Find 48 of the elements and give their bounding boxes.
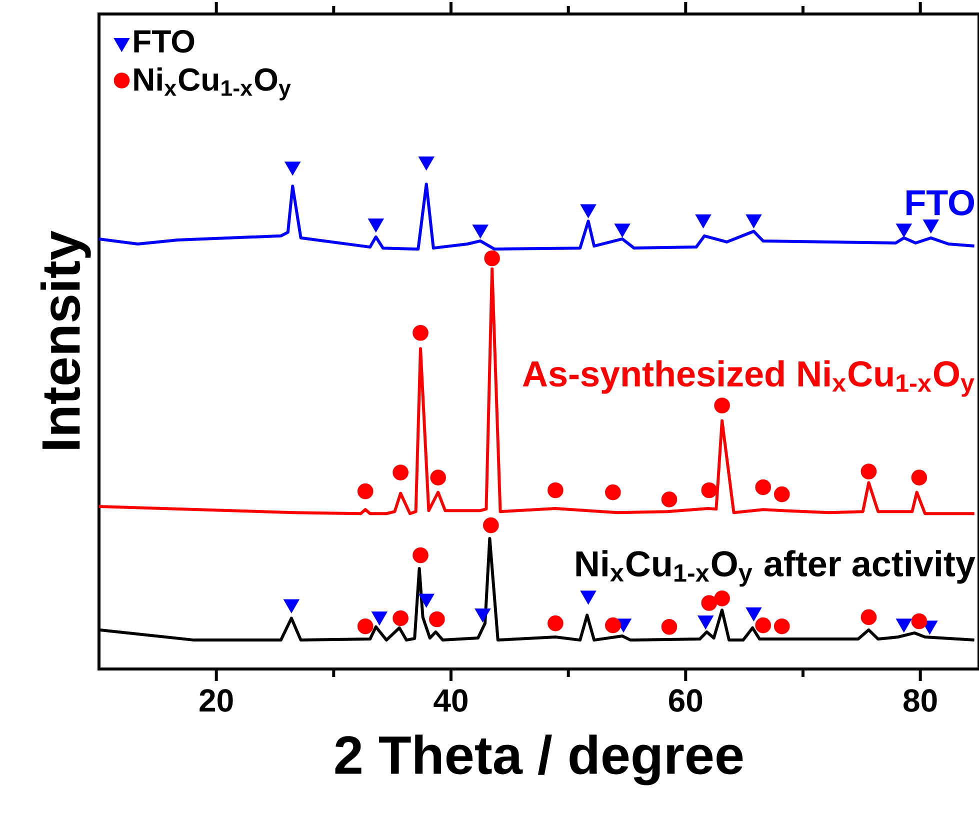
point [482, 517, 499, 534]
point [911, 613, 928, 630]
point [430, 470, 446, 486]
point [746, 214, 761, 228]
point [419, 156, 434, 170]
point [860, 464, 877, 480]
point [696, 214, 710, 228]
point [714, 590, 730, 606]
point [548, 482, 564, 498]
point [911, 470, 928, 486]
point [755, 479, 771, 496]
point [860, 609, 877, 626]
point [357, 618, 374, 634]
point [473, 224, 488, 238]
point [615, 224, 630, 236]
point [714, 398, 730, 414]
point [581, 204, 596, 217]
x-axis-title: 2 Theta / degree [335, 734, 743, 786]
point [484, 250, 500, 266]
point [392, 464, 408, 480]
point [357, 483, 374, 500]
point [412, 324, 428, 341]
point [368, 218, 383, 232]
series-label: As-synthesized Ni$_{x}$Cu$_{1-x}$O$_{y}$ [522, 360, 974, 397]
point [661, 618, 678, 635]
legend-label: FTO [134, 30, 194, 53]
point [429, 611, 445, 628]
x-tick-label: 80 [904, 689, 937, 712]
point [286, 162, 300, 174]
x-tick-label: 20 [200, 689, 233, 712]
series-label: Ni$_{x}$Cu$_{1-x}$O$_{y}$ after activity [576, 550, 976, 587]
point [605, 617, 621, 634]
point [774, 486, 790, 502]
x-tick-label: 40 [434, 689, 468, 712]
point [701, 595, 718, 611]
point [412, 547, 428, 564]
point [701, 482, 718, 498]
point [548, 615, 564, 632]
point [774, 618, 790, 634]
point [392, 610, 408, 626]
x-tick-label: 60 [669, 689, 702, 712]
point [755, 617, 771, 634]
point [896, 224, 911, 236]
point [661, 492, 678, 508]
y-axis-title: Intensity [40, 230, 91, 449]
point [605, 484, 621, 500]
legend-label: Ni$_{x}$Cu$_{1-x}$O$_{y}$ [134, 67, 291, 100]
series-label: FTO [906, 190, 974, 216]
